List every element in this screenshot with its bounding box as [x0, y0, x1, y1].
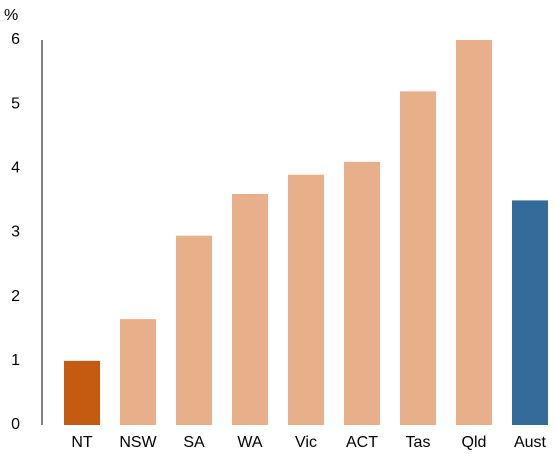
- x-tick-label: Aust: [514, 434, 547, 451]
- bar: [456, 40, 492, 425]
- bar: [120, 319, 156, 425]
- x-tick-label: WA: [237, 434, 263, 451]
- x-tick-label: SA: [183, 434, 205, 451]
- y-tick-label: 2: [11, 288, 20, 305]
- y-tick-label: 0: [11, 416, 20, 433]
- x-tick-label: NT: [71, 434, 93, 451]
- y-axis-label: %: [4, 7, 18, 24]
- x-tick-label: Qld: [462, 434, 487, 451]
- y-tick-label: 6: [11, 31, 20, 48]
- bar: [288, 174, 324, 425]
- bar: [400, 91, 436, 425]
- bar: [64, 360, 100, 425]
- bar: [232, 194, 268, 425]
- bar: [344, 161, 380, 425]
- bar: [512, 200, 548, 425]
- x-tick-label: ACT: [346, 434, 378, 451]
- bar: [176, 235, 212, 425]
- x-tick-label: Tas: [406, 434, 431, 451]
- y-tick-label: 1: [11, 352, 20, 369]
- x-tick-label: NSW: [119, 434, 157, 451]
- y-tick-label: 3: [11, 224, 20, 241]
- y-tick-label: 5: [11, 95, 20, 112]
- y-tick-label: 4: [11, 160, 20, 177]
- x-tick-label: Vic: [295, 434, 317, 451]
